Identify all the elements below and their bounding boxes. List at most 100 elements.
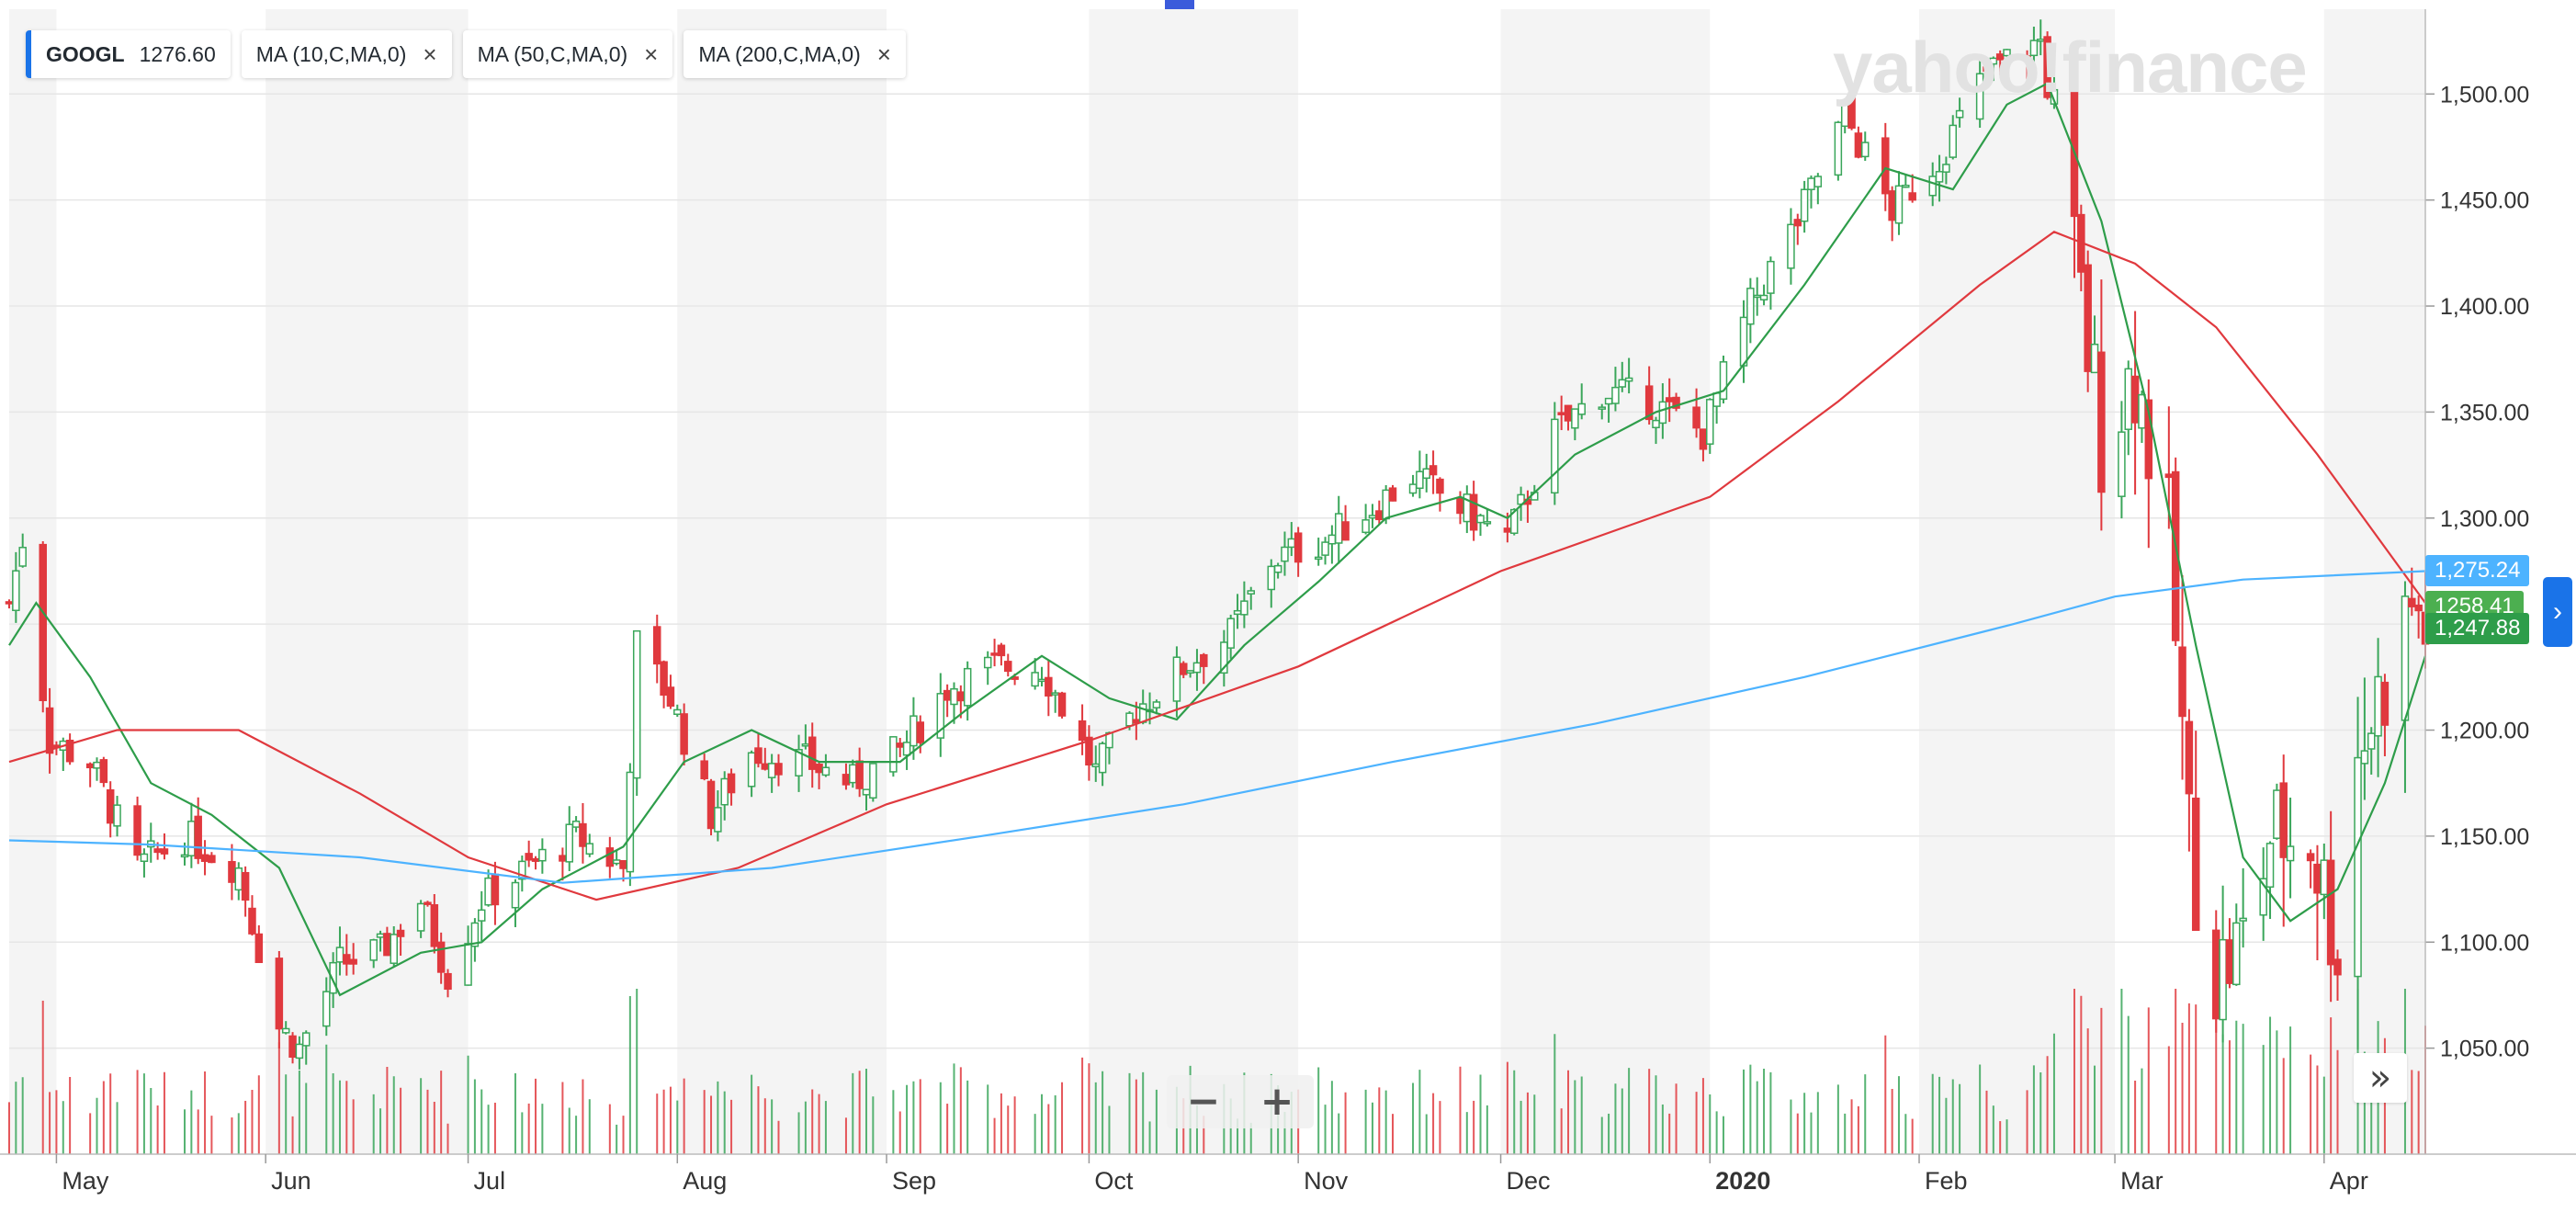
candle-body	[842, 774, 851, 786]
candle-body	[1287, 538, 1296, 549]
candle-body	[666, 686, 675, 708]
candle-body	[1692, 406, 1700, 429]
candle-body	[228, 860, 236, 883]
ma200-chip[interactable]: MA (200,C,MA,0) ×	[684, 30, 906, 78]
candle-body	[1577, 402, 1586, 415]
candle-body	[1767, 260, 1775, 294]
candle-body	[1935, 171, 1944, 183]
candle-body	[943, 689, 952, 701]
candle-body	[706, 780, 716, 830]
candle-body	[1004, 661, 1012, 673]
candle-body	[936, 693, 945, 739]
candle-body	[1847, 93, 1856, 129]
candle-body	[1618, 379, 1627, 388]
candle-body	[2029, 40, 2039, 57]
candle-body	[99, 759, 108, 784]
candle-body	[1469, 493, 1478, 531]
candle-body	[1408, 483, 1418, 494]
candle-body	[747, 752, 756, 788]
ma50-label: MA (50,C,MA,0)	[477, 41, 628, 66]
x-tick-label: Jun	[271, 1167, 311, 1195]
candle-body	[2191, 797, 2200, 932]
candle-body	[2043, 36, 2051, 98]
candle-body	[1422, 468, 1430, 480]
y-tick-label: 1,150.00	[2440, 824, 2529, 850]
candle-body	[727, 773, 736, 794]
candle-body	[1699, 428, 1708, 450]
candle-body	[1247, 590, 1255, 595]
moving-average-lines	[8, 82, 2427, 997]
candle-body	[1429, 465, 1438, 476]
candle-body	[2279, 782, 2288, 858]
candle-body	[1854, 132, 1863, 158]
candle-body	[436, 941, 446, 973]
x-tick-label: Oct	[1094, 1167, 1134, 1195]
ma50-chip[interactable]: MA (50,C,MA,0) ×	[462, 30, 673, 78]
candle-body	[2367, 732, 2376, 750]
expand-button[interactable]: »	[2354, 1053, 2407, 1103]
candle-body	[849, 764, 857, 784]
candle-body	[983, 656, 992, 669]
candle-body	[1078, 720, 1087, 742]
candle-body	[424, 901, 432, 905]
ma200-label: MA (200,C,MA,0)	[698, 41, 861, 66]
candle-body	[2273, 789, 2281, 839]
candle-body	[795, 749, 803, 776]
candle-body	[1557, 412, 1565, 415]
candle-body	[1598, 406, 1606, 410]
y-tick-label: 1,450.00	[2440, 188, 2529, 214]
candle-body	[1172, 656, 1181, 702]
candle-body	[484, 877, 492, 906]
candle-body	[2286, 845, 2295, 862]
chevron-right-icon[interactable]: ›	[2543, 577, 2572, 647]
candle-body	[241, 871, 250, 901]
candle-body	[1928, 176, 1937, 197]
zoom-out-button[interactable]: −	[1186, 1078, 1221, 1125]
candle-body	[2360, 750, 2369, 765]
candle-body	[538, 848, 547, 862]
candle-body	[1240, 600, 1248, 616]
zoom-control: − +	[1167, 1075, 1314, 1128]
candle-body	[1894, 185, 1904, 224]
close-icon[interactable]: ×	[876, 40, 891, 68]
candle-body	[1888, 190, 1896, 221]
candle-body	[1706, 399, 1714, 445]
symbol-chip[interactable]: GOOGL 1276.60	[26, 30, 231, 78]
y-tick-label: 1,350.00	[2440, 400, 2529, 425]
candle-body	[1759, 294, 1768, 300]
candle-body	[93, 761, 101, 769]
candle-body	[1611, 386, 1620, 404]
candle-body	[2414, 604, 2423, 612]
zoom-in-button[interactable]: +	[1260, 1078, 1294, 1125]
candle-body	[65, 739, 74, 763]
candle-body	[1503, 527, 1512, 533]
month-shade	[1500, 9, 1711, 1154]
month-shading	[9, 9, 2425, 1154]
candle-body	[801, 743, 810, 747]
candle-body	[1085, 736, 1093, 766]
ma10-chip[interactable]: MA (10,C,MA,0) ×	[241, 30, 452, 78]
candle-body	[1739, 316, 1748, 367]
candle-body	[248, 907, 256, 935]
candle-body	[619, 859, 627, 869]
candle-body	[2306, 853, 2315, 862]
candle-body	[2239, 917, 2247, 922]
candle-body	[153, 848, 162, 854]
y-tick-label: 1,100.00	[2440, 930, 2529, 956]
ma10-line	[8, 82, 2427, 997]
candle-body	[518, 860, 526, 880]
close-icon[interactable]: ×	[644, 40, 659, 68]
candle-body	[1192, 662, 1202, 674]
candle-body	[1368, 515, 1377, 519]
close-icon[interactable]: ×	[423, 40, 437, 68]
candle-body	[416, 902, 425, 932]
candle-body	[39, 543, 47, 702]
candle-body	[140, 853, 149, 862]
candle-body	[2118, 431, 2126, 497]
candle-body	[1564, 404, 1573, 422]
candle-body	[1273, 564, 1282, 573]
candle-body	[2023, 55, 2031, 61]
candle-body	[160, 848, 169, 855]
candle-body	[2138, 393, 2146, 429]
